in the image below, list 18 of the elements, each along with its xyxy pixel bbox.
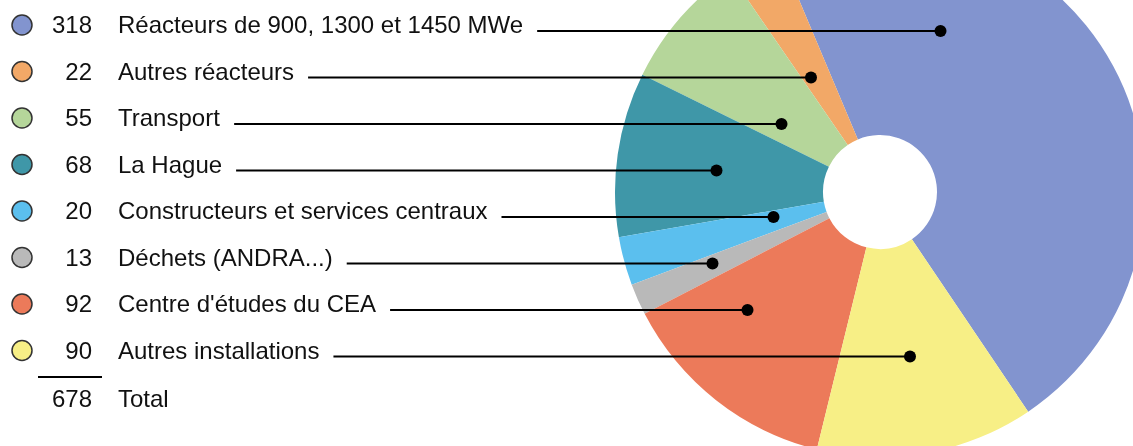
slice-label: Constructeurs et services centraux	[118, 197, 488, 224]
slice-label: Autres réacteurs	[118, 57, 295, 85]
slice-label: Déchets (ANDRA...)	[118, 243, 333, 271]
data-label: 90	[65, 336, 92, 364]
text: 678	[51, 385, 92, 412]
data-label: 22	[65, 57, 92, 85]
data-label: 55	[65, 104, 92, 131]
data-label: 318	[51, 11, 92, 38]
slice-label: Transport	[118, 104, 221, 131]
slice-label: La Hague	[118, 150, 223, 178]
data-label: 68	[65, 150, 92, 178]
text: Total	[118, 385, 169, 412]
data-label: 13	[65, 243, 92, 271]
data-label: 92	[65, 290, 92, 317]
data-label: 20	[65, 197, 92, 224]
slice-label: Centre d'études du CEA	[118, 290, 377, 317]
slice-label: Autres installations	[118, 336, 320, 364]
slice-label: Réacteurs de 900, 1300 et 1450 MWe	[118, 11, 524, 38]
